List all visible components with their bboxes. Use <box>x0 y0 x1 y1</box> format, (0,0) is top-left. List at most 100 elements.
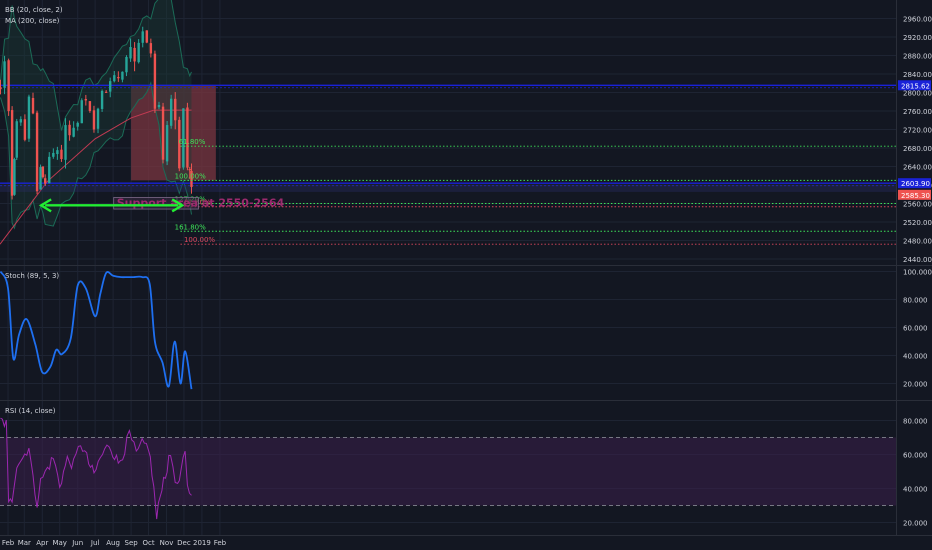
candle <box>88 101 92 113</box>
support-arrow <box>38 198 185 213</box>
candle <box>137 39 140 64</box>
fib-label: 100.00% <box>175 172 206 180</box>
ma-200-line <box>0 109 192 245</box>
candle <box>35 110 39 195</box>
candle <box>72 121 75 138</box>
legend-rsi: RSI (14, close) <box>5 407 56 415</box>
price-tag-label: 2815.62 <box>901 82 930 90</box>
price-tag <box>898 178 931 189</box>
horizontal-levels <box>0 84 896 192</box>
support-text: Support area at 2550-2564 <box>117 197 285 210</box>
axis-tick-label: 40.000 <box>903 353 928 361</box>
axis-tick-label: 2960.00 <box>903 16 932 24</box>
price-legend: BB (20, close, 2) MA (200, close) <box>5 6 63 25</box>
candle <box>104 90 108 94</box>
axis-tick-label: 2880.00 <box>903 53 932 61</box>
candle <box>56 146 59 160</box>
stoch-axis: 20.000 40.000 60.000 80.000 100.000 <box>903 269 932 389</box>
candle <box>186 102 189 171</box>
price-tag <box>898 80 931 91</box>
time-tick-label: Nov <box>160 539 174 547</box>
price-tag-label: 2585.30 <box>901 192 930 200</box>
candles <box>0 26 193 200</box>
time-tick-label: Feb <box>214 539 227 547</box>
candle <box>10 106 14 200</box>
candle <box>0 79 2 95</box>
candle <box>39 164 42 190</box>
legend-ma: MA (200, close) <box>5 17 60 25</box>
support-rect <box>113 197 199 210</box>
candle <box>3 55 6 95</box>
candle <box>100 89 104 112</box>
candle <box>174 92 177 130</box>
candle <box>141 26 144 48</box>
candle <box>96 107 100 134</box>
axis-tick-label: 2640.00 <box>903 164 932 172</box>
time-tick-label: Sep <box>125 539 139 547</box>
axis-tick-label: 2520.00 <box>903 219 932 227</box>
support-band <box>0 185 896 192</box>
fib-zone-rect <box>131 85 216 181</box>
candle <box>149 38 153 58</box>
axis-tick-label: 40.000 <box>903 486 928 494</box>
candle <box>121 71 124 83</box>
candle <box>43 174 47 187</box>
fib-label: 161.80% <box>175 223 206 231</box>
candle <box>48 152 51 184</box>
time-tick-label: 2019 <box>193 539 211 547</box>
rsi-line <box>0 417 192 520</box>
candle <box>117 71 120 82</box>
axis-tick-label: 20.000 <box>903 520 928 528</box>
candle <box>84 94 88 106</box>
axis-tick-label: 80.000 <box>903 418 928 426</box>
candle <box>182 108 185 170</box>
axis-tick-label: 2480.00 <box>903 238 932 246</box>
fib-label: 100.00% <box>184 236 215 244</box>
candle <box>64 118 67 169</box>
rsi-band <box>0 437 896 506</box>
time-tick-label: Jul <box>90 539 100 547</box>
candle <box>27 94 31 142</box>
axis-tick-label: 20.000 <box>903 381 928 389</box>
candle <box>52 148 55 159</box>
time-tick-label: Mar <box>18 539 31 547</box>
rsi-pane: RSI (14, close) 20.000 40.000 60.000 80.000 <box>0 401 928 535</box>
candle <box>125 55 128 77</box>
axis-tick-label: 60.000 <box>903 325 928 333</box>
candle <box>19 116 23 126</box>
stoch-pane: Stoch (89, 5, 3) 20.000 40.000 60.000 80.00… <box>0 266 932 400</box>
bb-lower <box>0 81 192 230</box>
candle <box>7 58 10 116</box>
candle <box>68 120 71 141</box>
rsi-axis: 20.000 40.000 60.000 80.000 <box>903 418 928 528</box>
candle <box>41 166 45 179</box>
support-box: Support area at 2550-2564 <box>113 197 285 210</box>
arrow-head-right <box>171 198 185 213</box>
axis-tick-label: 60.000 <box>903 452 928 460</box>
candle <box>109 77 112 98</box>
time-tick-label: May <box>52 539 66 547</box>
candle <box>133 42 136 72</box>
stoch-grid <box>0 266 896 400</box>
fib-label: 61.80% <box>179 138 206 146</box>
time-tick-label: Jun <box>71 539 83 547</box>
candle <box>13 157 16 196</box>
candle <box>31 92 35 115</box>
price-pane: 61.80%100.00%127.20%161.80%61.80%100.00%… <box>0 0 932 265</box>
price-tag <box>898 189 931 200</box>
candle <box>60 144 63 162</box>
axis-tick-label: 2840.00 <box>903 71 932 79</box>
axis-tick-label: 2560.00 <box>903 201 932 209</box>
axis-tick-label: 2760.00 <box>903 108 932 116</box>
arrow-head-left <box>38 198 52 213</box>
stoch-line <box>0 271 193 390</box>
time-axis: Feb Mar Apr May Jun Jul Aug Sep Oct Nov Dec 2019 Feb <box>2 539 227 547</box>
axis-tick-label: 2680.00 <box>903 145 932 153</box>
candle <box>190 163 193 194</box>
time-tick-label: Apr <box>36 539 48 547</box>
legend-bb: BB (20, close, 2) <box>5 6 63 14</box>
time-tick-label: Aug <box>106 539 120 547</box>
axis-tick-label: 100.000 <box>903 269 932 277</box>
candle <box>165 120 169 166</box>
